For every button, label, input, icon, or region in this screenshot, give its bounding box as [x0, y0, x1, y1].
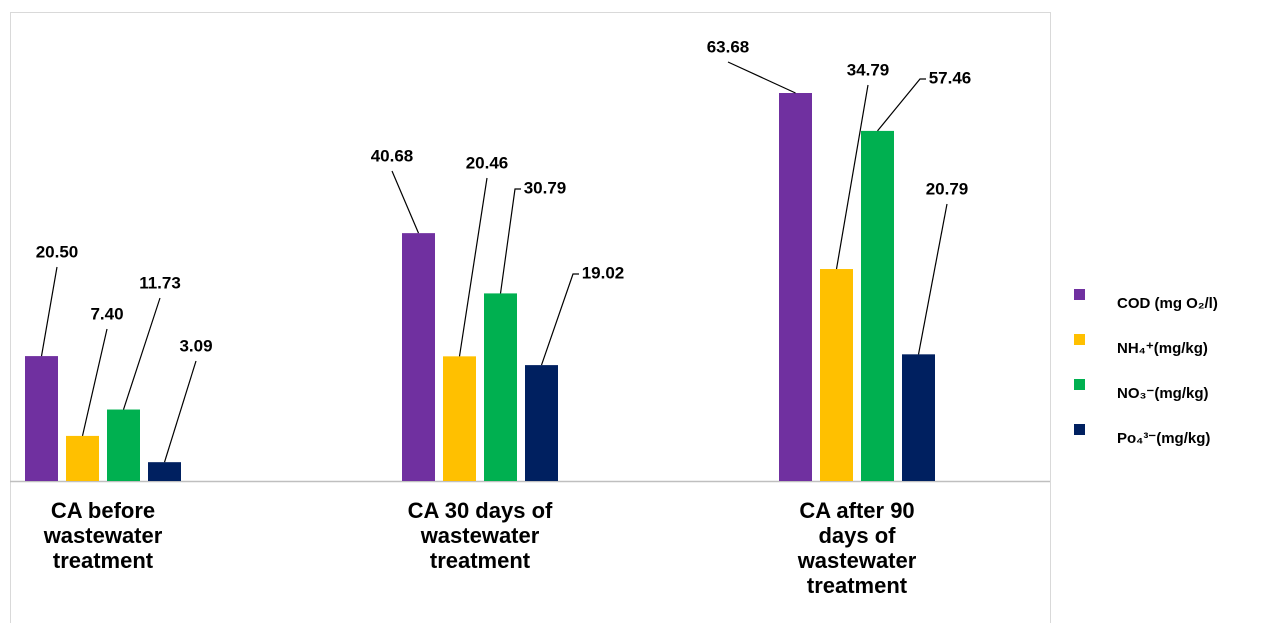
data-label: 40.68: [371, 146, 414, 165]
leader-line: [163, 360, 197, 463]
plot-frame: [10, 12, 1051, 623]
legend-marker: [1074, 379, 1085, 390]
leader-line: [727, 61, 796, 94]
data-label: 63.68: [707, 37, 750, 56]
data-label: 7.40: [90, 304, 123, 323]
x-tick-label: CA before wastewater treatment: [43, 498, 163, 573]
x-tick-label: CA after 90 days of wastewater treatment: [797, 498, 917, 598]
data-label: 30.79: [524, 178, 567, 197]
legend-label: NH₄⁺(mg/kg): [1117, 340, 1208, 357]
bar: [484, 293, 517, 481]
legend-marker: [1074, 334, 1085, 345]
bar: [902, 354, 935, 481]
leader-line: [391, 170, 420, 234]
data-label: 20.50: [36, 242, 79, 261]
data-label: 20.79: [926, 179, 969, 198]
legend-label: COD (mg O₂/l): [1117, 295, 1218, 312]
legend-marker: [1074, 424, 1085, 435]
data-label: 20.46: [466, 153, 509, 172]
bar: [443, 356, 476, 481]
bar: [525, 365, 558, 481]
bar: [148, 462, 181, 481]
leader-line: [877, 78, 926, 132]
bar: [25, 356, 58, 481]
leader-line: [458, 177, 488, 357]
leader-line: [499, 188, 521, 294]
bar: [402, 233, 435, 481]
leader-line: [835, 84, 869, 270]
leader-line: [81, 328, 108, 437]
legend-marker: [1074, 289, 1085, 300]
data-label: 57.46: [929, 68, 972, 87]
leader-line: [540, 273, 579, 366]
leader-line: [122, 297, 161, 410]
bar: [779, 93, 812, 481]
bar: [861, 130, 894, 481]
bar: [66, 435, 99, 481]
data-label: 3.09: [179, 336, 212, 355]
bar: [107, 409, 140, 481]
legend-label: NO₃⁻(mg/kg): [1117, 385, 1209, 402]
data-label: 11.73: [139, 273, 181, 292]
data-label: 19.02: [582, 263, 625, 282]
x-tick-label: CA 30 days of wastewater treatment: [407, 498, 553, 573]
leader-line: [917, 203, 948, 355]
legend-label: Po₄³⁻(mg/kg): [1117, 430, 1210, 447]
leader-line: [40, 266, 58, 357]
data-label: 34.79: [847, 60, 890, 79]
bar: [820, 269, 853, 481]
